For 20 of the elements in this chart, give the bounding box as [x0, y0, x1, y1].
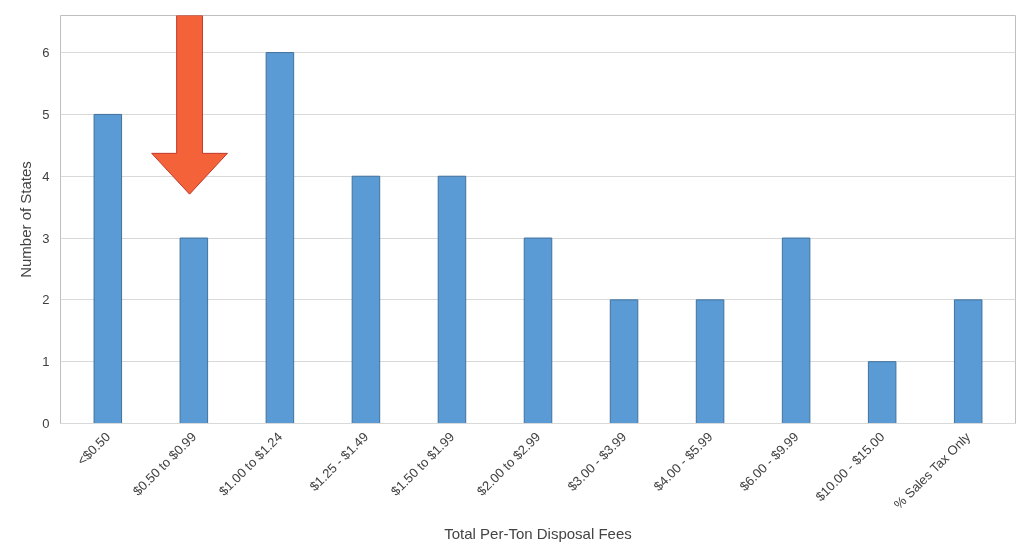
y-axis-title: Number of States — [17, 161, 35, 278]
bar — [609, 299, 639, 424]
bar — [523, 237, 553, 424]
y-tick-label: 1 — [42, 354, 50, 370]
bar — [953, 299, 983, 424]
y-tick-label: 2 — [42, 292, 50, 308]
y-tick-label: 3 — [42, 230, 50, 246]
x-axis-title: Total Per-Ton Disposal Fees — [444, 525, 632, 543]
y-tick-label: 5 — [42, 106, 50, 122]
bar — [265, 52, 295, 424]
bar — [695, 299, 725, 424]
bar — [179, 237, 209, 424]
y-tick-label: 6 — [42, 45, 50, 61]
y-tick-label: 0 — [42, 416, 50, 431]
bar — [93, 113, 123, 424]
bar — [781, 237, 811, 424]
bar — [867, 361, 897, 424]
bar — [351, 175, 381, 424]
bar — [437, 175, 467, 424]
y-tick-label: 4 — [42, 168, 50, 184]
